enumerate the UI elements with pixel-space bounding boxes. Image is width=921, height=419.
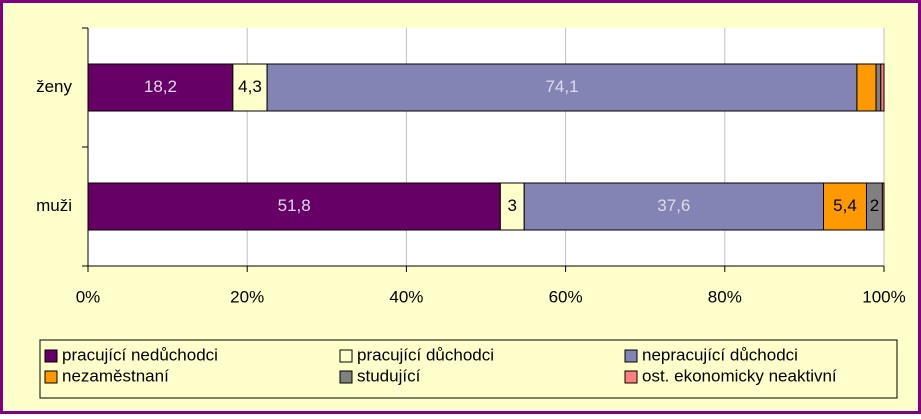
legend-swatch [624,349,638,363]
bar-segment [881,182,885,231]
data-label: 4,3 [238,77,262,96]
data-label: 5,4 [833,196,857,215]
data-label: 74,1 [545,77,578,96]
legend-swatch [339,349,353,363]
bar-segment [87,63,234,112]
bar-segment [856,63,877,112]
x-tick-label: 60% [549,287,583,306]
bar-segment [523,182,825,231]
legend [39,339,898,399]
bar-segment [87,182,501,231]
legend-label: studující [357,366,421,385]
legend-swatch [624,370,638,384]
x-tick-label: 40% [389,287,423,306]
data-label: 37,6 [657,196,690,215]
bar-segment [875,63,882,112]
y-tick-label: muži [36,196,72,215]
legend-swatch [44,349,58,363]
legend-label: ost. ekonomicky neaktivní [642,366,837,385]
legend-label: pracující nedůchodci [62,345,218,364]
x-tick-label: 20% [230,287,264,306]
legend-swatch [44,370,58,384]
bar-segment [266,63,858,112]
legend-swatch [339,370,353,384]
y-tick-label: ženy [36,77,72,96]
x-tick-label: 0% [76,287,101,306]
legend-label: nepracující důchodci [642,345,798,364]
bar-segment [823,182,867,231]
x-tick-label: 80% [708,287,742,306]
x-tick-label: 100% [862,287,905,306]
data-label: 3 [508,196,517,215]
bar-segment [232,63,268,112]
data-label: 51,8 [278,196,311,215]
legend-label: pracující důchodci [357,345,494,364]
legend-label: nezaměstnaní [62,366,169,385]
data-label: 2 [870,196,879,215]
data-label: 18,2 [144,77,177,96]
bar-segment [880,63,885,112]
